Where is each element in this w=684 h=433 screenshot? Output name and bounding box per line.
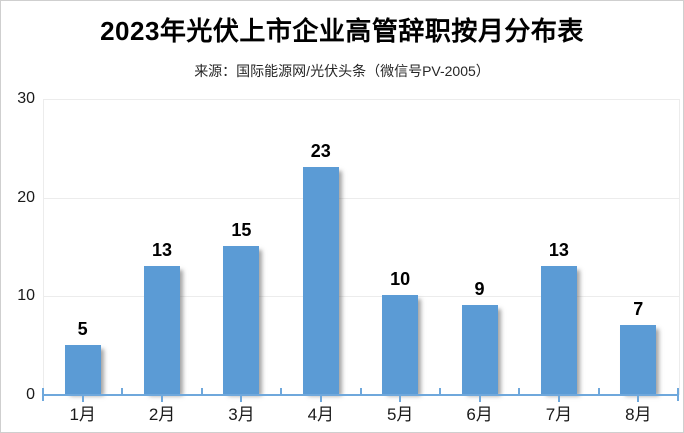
bar-value-label: 15 xyxy=(231,220,252,240)
x-axis-category-label: 8月 xyxy=(625,405,652,424)
axis-tick-center xyxy=(240,396,243,402)
bar-1月 xyxy=(64,344,101,394)
bar-4月 xyxy=(302,167,339,394)
axis-tick-center xyxy=(399,396,402,402)
plot-area xyxy=(43,99,680,395)
axis-tick-boundary xyxy=(280,388,283,394)
axis-tick-center xyxy=(557,396,560,402)
axis-tick-boundary xyxy=(200,388,203,394)
bar-7月 xyxy=(540,265,577,394)
x-axis-line xyxy=(42,394,679,396)
axis-tick-boundary xyxy=(677,388,679,401)
bar-value-label: 7 xyxy=(633,298,644,319)
y-axis-tick-label: 20 xyxy=(17,188,35,206)
axis-tick-boundary xyxy=(438,388,441,394)
chart-subtitle: 来源：国际能源网/光伏头条（微信号PV-2005） xyxy=(194,63,490,79)
bar-8月 xyxy=(620,324,657,394)
bar-3月 xyxy=(223,246,260,394)
axis-tick-center xyxy=(637,396,640,402)
bar-value-label: 13 xyxy=(152,239,173,260)
x-axis-category-label: 3月 xyxy=(228,405,255,424)
gridline-20 xyxy=(44,197,679,199)
axis-tick-center xyxy=(81,396,84,402)
chart-title: 2023年光伏上市企业高管辞职按月分布表 xyxy=(100,16,584,46)
bar-value-label: 5 xyxy=(77,318,88,339)
x-axis-category-label: 7月 xyxy=(545,405,573,424)
y-axis-tick-label: 30 xyxy=(17,90,35,107)
x-axis-category-label: 5月 xyxy=(386,405,414,424)
y-axis-tick-label: 0 xyxy=(26,386,35,403)
x-axis-category-label: 2月 xyxy=(148,405,176,424)
axis-tick-center xyxy=(478,396,481,402)
bar-2月 xyxy=(144,265,181,394)
bar-5月 xyxy=(382,295,419,394)
gridline-30 xyxy=(44,99,679,100)
axis-tick-boundary xyxy=(359,388,362,394)
bar-value-label: 9 xyxy=(474,279,485,300)
axis-tick-boundary xyxy=(121,388,124,394)
axis-tick-boundary xyxy=(597,388,600,394)
x-axis-category-label: 1月 xyxy=(69,405,96,424)
axis-tick-boundary xyxy=(42,388,44,401)
x-axis-category-label: 4月 xyxy=(307,405,335,424)
x-axis-category-label: 6月 xyxy=(466,405,493,424)
axis-tick-boundary xyxy=(518,388,521,394)
y-axis-tick-label: 10 xyxy=(17,287,35,305)
bar-6月 xyxy=(461,305,498,394)
gridline-10 xyxy=(44,296,679,298)
bar-value-label: 23 xyxy=(310,141,331,162)
bar-value-label: 13 xyxy=(548,239,569,260)
axis-tick-center xyxy=(161,396,164,402)
bar-value-label: 10 xyxy=(390,269,411,290)
axis-tick-center xyxy=(319,396,322,402)
